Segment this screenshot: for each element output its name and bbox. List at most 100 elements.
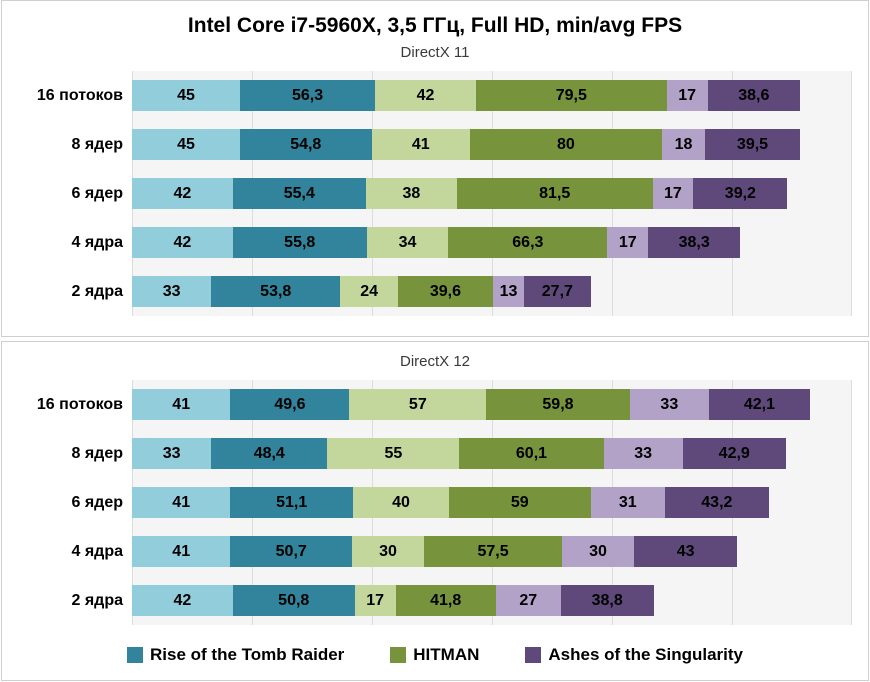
bar-segment: 42 <box>132 585 233 616</box>
legend-label: HITMAN <box>413 645 480 664</box>
chart-row: 4 ядра 41 50,7 30 57,5 30 43 <box>2 527 868 576</box>
gridline <box>851 576 852 625</box>
bar-segment: 41 <box>132 536 231 567</box>
bar-segment: 50,7 <box>230 536 353 567</box>
gridline <box>732 267 733 316</box>
chart-row: 2 ядра 33 53,8 24 39,6 13 27,7 <box>2 267 868 316</box>
plot-track: 45 54,8 41 80 18 39,5 <box>132 120 852 169</box>
bar-segment: 66,3 <box>448 227 608 258</box>
legend-swatch <box>525 647 542 663</box>
dx11-subtitle: DirectX 11 <box>400 44 470 61</box>
bar-segment: 38,8 <box>560 585 654 616</box>
gridline <box>851 429 852 478</box>
legend-item: HITMAN <box>390 645 479 665</box>
bar-segment: 48,4 <box>211 438 328 469</box>
dx11-chart: 16 потоков 45 56,3 42 79,5 17 38,6 8 ядер 45 54,8… <box>2 71 868 316</box>
bar-segment: 55,8 <box>232 227 367 258</box>
row-label: 6 ядер <box>71 184 123 202</box>
plot-track: 41 51,1 40 59 31 43,2 <box>132 478 852 527</box>
bar-segment: 43 <box>634 536 738 567</box>
plot-track: 41 49,6 57 59,8 33 42,1 <box>132 380 852 429</box>
bar-segment: 53,8 <box>211 276 341 307</box>
bar-segment: 39,5 <box>705 129 800 160</box>
bar-segment: 33 <box>132 438 212 469</box>
gridline <box>851 380 852 429</box>
chart-row: 2 ядра 42 50,8 17 41,8 27 38,8 <box>2 576 868 625</box>
bar-segment: 45 <box>132 80 240 111</box>
row-label: 2 ядра <box>71 282 123 300</box>
bar-segment: 45 <box>132 129 240 160</box>
stacked-bar: 45 56,3 42 79,5 17 38,6 <box>132 80 852 111</box>
plot-track: 42 55,4 38 81,5 17 39,2 <box>132 169 852 218</box>
plot-track: 33 53,8 24 39,6 13 27,7 <box>132 267 852 316</box>
chart-title: Intel Core i7-5960X, 3,5 ГГц, Full HD, m… <box>187 14 683 37</box>
chart-row: 16 потоков 45 56,3 42 79,5 17 38,6 <box>2 71 868 120</box>
legend-item: Rise of the Tomb Raider <box>127 645 344 665</box>
legend-swatch <box>127 647 144 663</box>
dx12-chart-panel: DirectX 12 16 потоков 41 49,6 57 59,8 33 42,1 8… <box>1 341 869 681</box>
bar-segment: 42 <box>132 178 233 209</box>
chart-row: 6 ядер 41 51,1 40 59 31 43,2 <box>2 478 868 527</box>
bar-segment: 54,8 <box>240 129 372 160</box>
row-label: 16 потоков <box>36 86 123 104</box>
bar-segment: 55 <box>327 438 460 469</box>
bar-segment: 41,8 <box>395 585 496 616</box>
legend-label: Rise of the Tomb Raider <box>150 645 345 664</box>
stacked-bar: 42 50,8 17 41,8 27 38,8 <box>132 585 852 616</box>
stacked-bar: 33 53,8 24 39,6 13 27,7 <box>132 276 852 307</box>
bar-segment: 51,1 <box>230 487 354 518</box>
row-label: 2 ядра <box>71 591 123 609</box>
bar-segment: 42 <box>132 227 233 258</box>
bar-segment: 42,9 <box>682 438 786 469</box>
bar-segment: 39,2 <box>693 178 788 209</box>
bar-segment: 30 <box>352 536 425 567</box>
stacked-bar: 41 51,1 40 59 31 43,2 <box>132 487 852 518</box>
dx12-chart: 16 потоков 41 49,6 57 59,8 33 42,1 8 ядер 33 48,4… <box>2 380 868 625</box>
bar-segment: 24 <box>340 276 398 307</box>
plot-track: 45 56,3 42 79,5 17 38,6 <box>132 71 852 120</box>
legend-label: Ashes of the Singularity <box>548 645 743 664</box>
dx11-chart-panel: Intel Core i7-5960X, 3,5 ГГц, Full HD, m… <box>1 0 869 337</box>
dx12-subtitle: DirectX 12 <box>399 353 471 370</box>
legend: Rise of the Tomb Raider HITMAN Ashes of th… <box>2 639 868 671</box>
bar-segment: 40 <box>353 487 450 518</box>
chart-row: 8 ядер 33 48,4 55 60,1 33 42,9 <box>2 429 868 478</box>
plot-track: 33 48,4 55 60,1 33 42,9 <box>132 429 852 478</box>
bar-segment: 27 <box>495 585 561 616</box>
chart-row: 4 ядра 42 55,8 34 66,3 17 38,3 <box>2 218 868 267</box>
bar-segment: 30 <box>562 536 635 567</box>
bar-segment: 59,8 <box>486 389 630 420</box>
legend-swatch <box>390 647 407 663</box>
gridline <box>851 267 852 316</box>
chart-row: 8 ядер 45 54,8 41 80 18 39,5 <box>2 120 868 169</box>
bar-segment: 42,1 <box>708 389 810 420</box>
gridline <box>851 218 852 267</box>
bar-segment: 41 <box>132 389 231 420</box>
gridline <box>851 527 852 576</box>
plot-track: 41 50,7 30 57,5 30 43 <box>132 527 852 576</box>
row-label: 4 ядра <box>71 542 123 560</box>
bar-segment: 50,8 <box>232 585 355 616</box>
bar-segment: 18 <box>661 129 706 160</box>
row-label: 8 ядер <box>71 444 123 462</box>
stacked-bar: 33 48,4 55 60,1 33 42,9 <box>132 438 852 469</box>
bar-segment: 39,6 <box>397 276 493 307</box>
plot-track: 42 55,8 34 66,3 17 38,3 <box>132 218 852 267</box>
gridline <box>851 169 852 218</box>
bar-segment: 49,6 <box>230 389 350 420</box>
gridline <box>851 478 852 527</box>
bar-segment: 80 <box>469 129 662 160</box>
gridline <box>611 267 613 316</box>
bar-segment: 43,2 <box>665 487 769 518</box>
bar-segment: 17 <box>354 585 396 616</box>
row-label: 16 потоков <box>36 395 123 413</box>
bar-segment: 13 <box>492 276 525 307</box>
gridline <box>732 576 733 625</box>
plot-track: 42 50,8 17 41,8 27 38,8 <box>132 576 852 625</box>
row-label: 6 ядер <box>71 493 123 511</box>
stacked-bar: 45 54,8 41 80 18 39,5 <box>132 129 852 160</box>
bar-segment: 33 <box>132 276 212 307</box>
stacked-bar: 41 50,7 30 57,5 30 43 <box>132 536 852 567</box>
bar-segment: 38,6 <box>707 80 801 111</box>
